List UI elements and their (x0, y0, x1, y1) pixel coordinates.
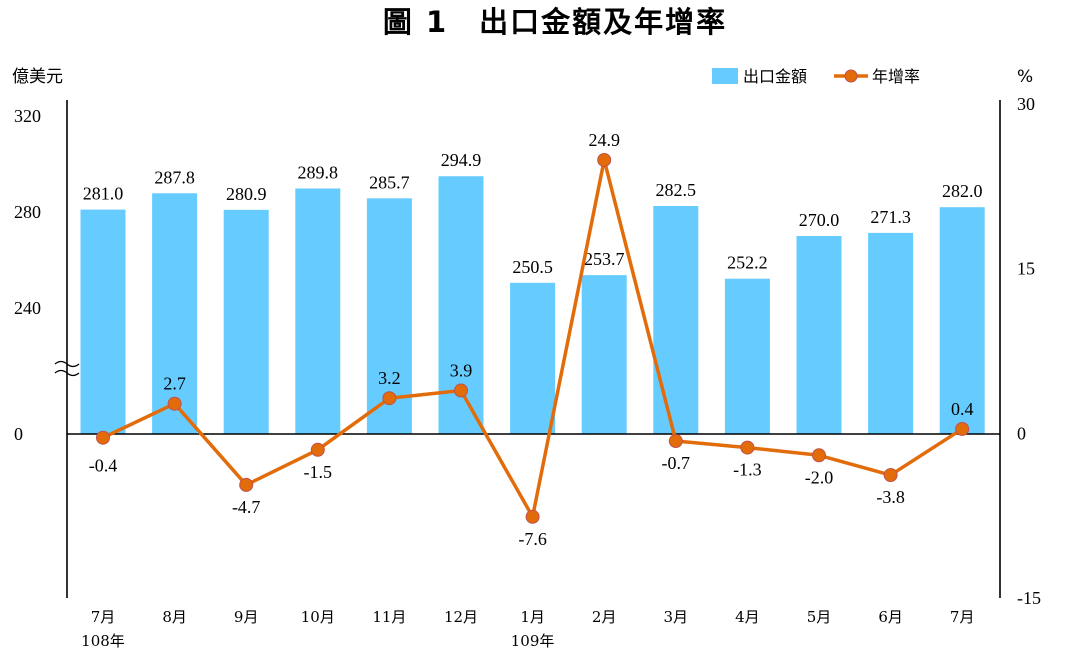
line-data-label: -3.8 (876, 487, 905, 507)
line-data-label: -4.7 (232, 497, 261, 517)
line-data-label: 24.9 (588, 130, 620, 150)
line-data-label: -1.5 (304, 462, 333, 482)
chart-title: 圖 1 出口金額及年增率 (383, 5, 727, 39)
line-data-label: 3.9 (450, 361, 473, 381)
x-tick-label: 6月 (878, 608, 903, 626)
legend-bar-label: 出口金額 (743, 67, 807, 86)
bar (152, 193, 198, 434)
bar (510, 282, 556, 434)
line-data-label: -7.6 (518, 529, 547, 549)
line-data-label: -1.3 (733, 460, 762, 480)
x-tick-label: 11月 (372, 608, 406, 626)
bar (868, 232, 914, 434)
line-point (382, 391, 397, 406)
line-point (239, 477, 254, 492)
bar-data-label: 252.2 (727, 253, 768, 273)
axis-break-mark (54, 360, 80, 368)
line-point (740, 440, 755, 455)
legend: 出口金額 年增率 (712, 67, 920, 86)
bar (724, 278, 770, 434)
left-tick-label: 320 (14, 106, 41, 126)
line-point (955, 421, 970, 436)
left-tick-label: 280 (14, 202, 41, 222)
bar-data-label: 250.5 (512, 257, 553, 277)
bar-data-label: 271.3 (870, 207, 911, 227)
right-tick-label: 0 (1017, 423, 1026, 443)
line-point (310, 442, 325, 457)
x-tick-label: 7月 (950, 608, 975, 626)
x-tick-label: 1月 (520, 608, 545, 626)
bar-data-label: 289.8 (298, 162, 339, 182)
bar (796, 236, 842, 434)
bar (80, 209, 126, 434)
bar-data-label: 270.0 (799, 210, 840, 230)
line-point (96, 430, 110, 445)
bar-data-label: 282.5 (656, 180, 697, 200)
x-tick-label: 5月 (807, 608, 832, 626)
line-data-label: -0.4 (89, 456, 118, 476)
right-tick-label: 15 (1017, 259, 1035, 279)
line-point (597, 152, 612, 167)
x-year-label: 109年 (511, 632, 555, 650)
legend-line-marker (844, 69, 858, 83)
line-point (167, 396, 182, 411)
x-tick-label: 4月 (735, 608, 760, 626)
right-tick-label: -15 (1017, 588, 1041, 608)
line-data-label: 2.7 (163, 374, 186, 394)
bar (581, 275, 627, 434)
line-data-label: 3.2 (378, 368, 401, 388)
line-point (525, 509, 540, 524)
left-tick-label: 240 (14, 298, 41, 318)
left-tick-label: 0 (14, 424, 23, 444)
right-axis-unit: % (1017, 67, 1033, 87)
bar-data-label: 282.0 (942, 181, 983, 201)
bar-data-label: 253.7 (584, 249, 625, 269)
x-tick-label: 12月 (444, 608, 478, 626)
bar-data-label: 294.9 (441, 150, 482, 170)
line-point (454, 383, 468, 398)
x-tick-label: 10月 (301, 608, 335, 626)
line-data-label: -0.7 (662, 453, 691, 473)
x-tick-label: 3月 (664, 608, 689, 626)
left-axis-unit: 億美元 (12, 67, 63, 87)
x-tick-label: 2月 (592, 608, 617, 626)
line-data-label: -2.0 (805, 467, 834, 487)
bar-data-label: 285.7 (369, 172, 410, 192)
bar-data-label: 281.0 (83, 184, 124, 204)
bar (223, 209, 269, 434)
bar (295, 188, 341, 434)
x-tick-label: 9月 (234, 608, 259, 626)
bar-data-label: 287.8 (154, 167, 195, 187)
line-data-label: 0.4 (951, 399, 974, 419)
line-point (812, 448, 826, 463)
x-tick-label: 7月 (91, 608, 116, 626)
plot-area: 320 280 240 0 30 15 0 -15 281.0 287.8 280.9 289.8 28… (14, 94, 1041, 650)
line-point (668, 434, 683, 449)
x-year-label: 108年 (81, 632, 125, 650)
legend-bar-swatch (712, 68, 738, 84)
bar-data-label: 280.9 (226, 184, 267, 204)
line-point (883, 468, 898, 483)
legend-line-label: 年增率 (872, 67, 920, 86)
x-tick-label: 8月 (162, 608, 187, 626)
bar (939, 207, 985, 434)
axis-break-mark (54, 369, 80, 377)
right-tick-label: 30 (1017, 94, 1035, 114)
bar (653, 206, 699, 434)
